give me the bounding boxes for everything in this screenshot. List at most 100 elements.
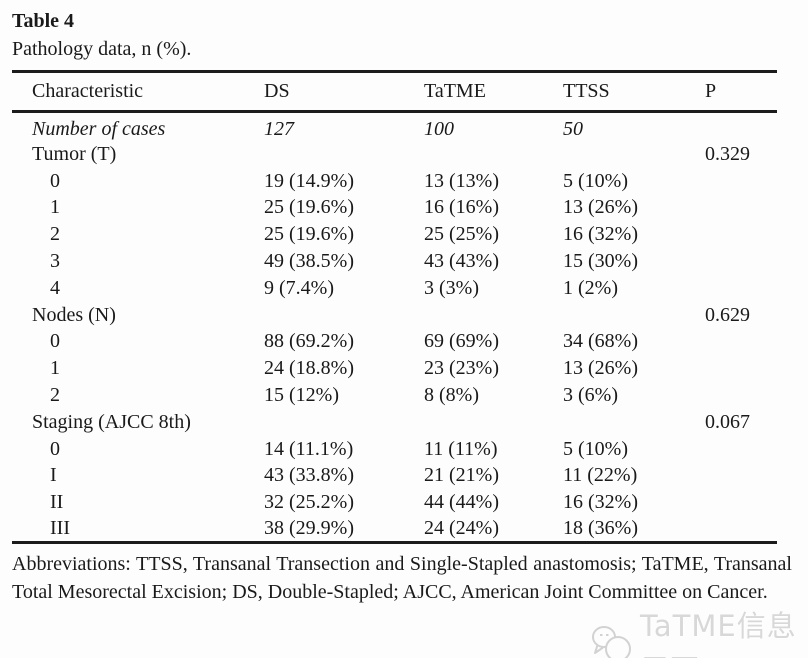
ttss-cell bbox=[563, 141, 705, 168]
ds-cell: 15 (12%) bbox=[264, 384, 339, 407]
table-row: 0 14 (11.1%) 11 (11%) 5 (10%) bbox=[12, 436, 777, 463]
tatme-cell: 24 (24%) bbox=[424, 517, 499, 540]
characteristic-cell: 2 bbox=[50, 384, 60, 407]
table-row: II 32 (25.2%) 44 (44%) 16 (32%) bbox=[12, 489, 777, 516]
p-cell bbox=[705, 355, 777, 382]
p-cell bbox=[705, 382, 777, 409]
tatme-cell: 25 (25%) bbox=[424, 223, 499, 246]
tatme-cell: 69 (69%) bbox=[424, 330, 499, 353]
p-cell bbox=[705, 221, 777, 248]
table-caption: Table 4 Pathology data, n (%). bbox=[12, 8, 191, 63]
column-header-ds: DS bbox=[264, 71, 424, 113]
ds-cell bbox=[264, 141, 424, 168]
table-row: 4 9 (7.4%) 3 (3%) 1 (2%) bbox=[12, 275, 777, 302]
p-cell bbox=[705, 516, 777, 543]
p-cell bbox=[705, 112, 777, 142]
characteristic-cell: II bbox=[50, 491, 64, 514]
characteristic-cell: Tumor (T) bbox=[32, 142, 117, 165]
ds-cell: 32 (25.2%) bbox=[264, 491, 354, 514]
ds-cell: 9 (7.4%) bbox=[264, 276, 334, 299]
p-cell bbox=[705, 168, 777, 195]
p-cell: 0.629 bbox=[705, 303, 750, 326]
characteristic-cell: III bbox=[50, 517, 70, 540]
p-cell bbox=[705, 195, 777, 222]
ds-cell: 88 (69.2%) bbox=[264, 330, 354, 353]
characteristic-cell: Nodes (N) bbox=[32, 303, 116, 326]
tatme-cell: 100 bbox=[424, 118, 454, 140]
ds-cell: 24 (18.8%) bbox=[264, 357, 354, 380]
table-row: 2 15 (12%) 8 (8%) 3 (6%) bbox=[12, 382, 777, 409]
p-cell bbox=[705, 489, 777, 516]
tatme-cell bbox=[424, 409, 563, 436]
p-cell bbox=[705, 248, 777, 275]
ttss-cell bbox=[563, 302, 705, 329]
ttss-cell: 18 (36%) bbox=[563, 517, 638, 540]
ds-cell: 127 bbox=[264, 118, 294, 140]
tatme-cell: 21 (21%) bbox=[424, 464, 499, 487]
column-header-ttss: TTSS bbox=[563, 71, 705, 113]
ds-cell: 25 (19.6%) bbox=[264, 223, 354, 246]
ds-cell bbox=[264, 302, 424, 329]
characteristic-cell: I bbox=[50, 464, 57, 487]
watermark-text: TaTME信息周更 bbox=[640, 609, 797, 658]
table-footnote: Abbreviations: TTSS, Transanal Transecti… bbox=[12, 553, 792, 603]
table-row: Nodes (N) 0.629 bbox=[12, 302, 777, 329]
tatme-cell: 8 (8%) bbox=[424, 384, 479, 407]
watermark: TaTME信息周更 bbox=[591, 604, 808, 658]
column-header-tatme: TaTME bbox=[424, 71, 563, 113]
table-row: 0 88 (69.2%) 69 (69%) 34 (68%) bbox=[12, 329, 777, 356]
p-cell bbox=[705, 329, 777, 356]
ttss-cell bbox=[563, 409, 705, 436]
ds-cell: 49 (38.5%) bbox=[264, 250, 354, 273]
table-subtitle: Pathology data, n (%). bbox=[12, 38, 192, 60]
tatme-cell: 3 (3%) bbox=[424, 276, 479, 299]
p-cell: 0.067 bbox=[705, 410, 750, 433]
table-row: 1 24 (18.8%) 23 (23%) 13 (26%) bbox=[12, 355, 777, 382]
p-cell: 0.329 bbox=[705, 142, 750, 165]
ttss-cell: 13 (26%) bbox=[563, 357, 638, 380]
tatme-cell: 11 (11%) bbox=[424, 437, 498, 460]
table-row: Tumor (T) 0.329 bbox=[12, 141, 777, 168]
characteristic-cell: 4 bbox=[50, 276, 60, 299]
ttss-cell: 16 (32%) bbox=[563, 491, 638, 514]
table-header-row: Characteristic DS TaTME TTSS P bbox=[12, 71, 777, 113]
table-row: 3 49 (38.5%) 43 (43%) 15 (30%) bbox=[12, 248, 777, 275]
ttss-cell: 11 (22%) bbox=[563, 464, 638, 487]
ttss-cell: 15 (30%) bbox=[563, 250, 638, 273]
ttss-cell: 5 (10%) bbox=[563, 437, 628, 460]
characteristic-cell: 0 bbox=[50, 169, 60, 192]
pathology-data-table: Characteristic DS TaTME TTSS P Number of… bbox=[12, 70, 777, 545]
table-number-title: Table 4 bbox=[12, 10, 75, 32]
ds-cell: 14 (11.1%) bbox=[264, 437, 354, 460]
ds-cell bbox=[264, 409, 424, 436]
p-cell bbox=[705, 275, 777, 302]
chat-bubbles-icon bbox=[591, 624, 633, 658]
tatme-cell bbox=[424, 302, 563, 329]
ttss-cell: 50 bbox=[563, 118, 583, 140]
table-row: Staging (AJCC 8th) 0.067 bbox=[12, 409, 777, 436]
ds-cell: 19 (14.9%) bbox=[264, 169, 354, 192]
characteristic-cell: 1 bbox=[50, 357, 60, 380]
tatme-cell: 43 (43%) bbox=[424, 250, 499, 273]
characteristic-cell: 0 bbox=[50, 437, 60, 460]
p-cell bbox=[705, 436, 777, 463]
p-cell bbox=[705, 463, 777, 490]
table-row: 1 25 (19.6%) 16 (16%) 13 (26%) bbox=[12, 195, 777, 222]
column-header-characteristic: Characteristic bbox=[12, 71, 264, 113]
tatme-cell: 23 (23%) bbox=[424, 357, 499, 380]
tatme-cell: 13 (13%) bbox=[424, 169, 499, 192]
ttss-cell: 1 (2%) bbox=[563, 276, 618, 299]
characteristic-cell: 2 bbox=[50, 223, 60, 246]
table-row: Number of cases 127 100 50 bbox=[12, 112, 777, 142]
characteristic-cell: 3 bbox=[50, 250, 60, 273]
ds-cell: 43 (33.8%) bbox=[264, 464, 354, 487]
ttss-cell: 34 (68%) bbox=[563, 330, 638, 353]
ttss-cell: 5 (10%) bbox=[563, 169, 628, 192]
table-row: III 38 (29.9%) 24 (24%) 18 (36%) bbox=[12, 516, 777, 543]
ttss-cell: 16 (32%) bbox=[563, 223, 638, 246]
table-row: 0 19 (14.9%) 13 (13%) 5 (10%) bbox=[12, 168, 777, 195]
ds-cell: 38 (29.9%) bbox=[264, 517, 354, 540]
characteristic-cell: Staging (AJCC 8th) bbox=[32, 410, 191, 433]
characteristic-cell: 0 bbox=[50, 330, 60, 353]
table-row: 2 25 (19.6%) 25 (25%) 16 (32%) bbox=[12, 221, 777, 248]
